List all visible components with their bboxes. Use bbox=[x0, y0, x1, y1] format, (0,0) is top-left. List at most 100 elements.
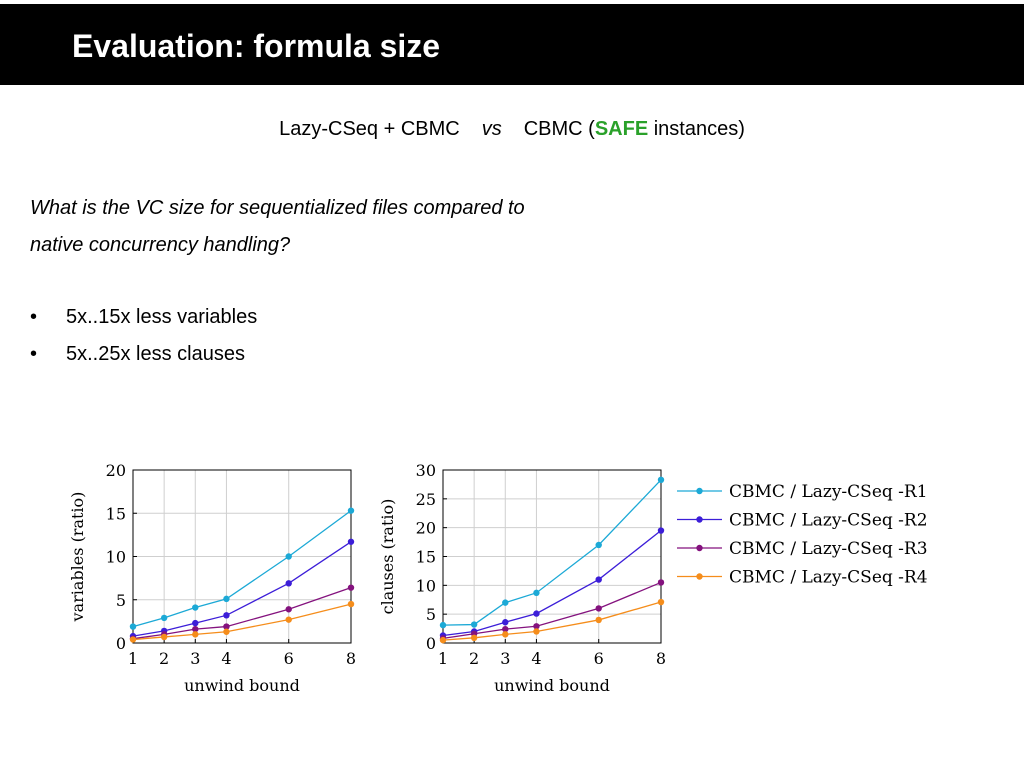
data-point bbox=[502, 625, 509, 633]
data-point bbox=[533, 623, 540, 630]
x-tick-label: 3 bbox=[500, 649, 510, 668]
data-point bbox=[595, 616, 602, 624]
data-point bbox=[595, 576, 602, 583]
data-point bbox=[223, 612, 230, 619]
data-point bbox=[223, 595, 230, 603]
y-tick-label: 15 bbox=[416, 548, 436, 567]
data-point bbox=[502, 631, 509, 638]
data-point bbox=[439, 621, 447, 629]
y-tick-label: 20 bbox=[416, 519, 436, 538]
data-point bbox=[470, 621, 478, 628]
data-point bbox=[657, 579, 665, 586]
data-point bbox=[192, 631, 199, 638]
data-point bbox=[347, 507, 355, 514]
x-axis-label: unwind bound bbox=[494, 676, 610, 695]
legend-marker bbox=[696, 573, 703, 580]
series-line-r4 bbox=[442, 601, 662, 641]
data-point bbox=[223, 623, 230, 630]
data-point bbox=[285, 606, 292, 613]
x-tick-label: 2 bbox=[159, 649, 169, 668]
data-point bbox=[533, 628, 540, 635]
x-tick-label: 1 bbox=[128, 649, 138, 668]
legend-marker bbox=[696, 516, 703, 523]
data-point bbox=[160, 614, 168, 622]
subtitle-part3: instances) bbox=[648, 118, 745, 140]
data-point bbox=[192, 625, 199, 633]
data-point bbox=[347, 538, 355, 545]
y-tick-label: 10 bbox=[416, 576, 436, 595]
legend-entry: CBMC / Lazy-CSeq -R4 bbox=[729, 568, 928, 588]
series-line-r2 bbox=[132, 541, 352, 637]
question-line-1: What is the VC size for sequentialized f… bbox=[30, 197, 525, 219]
y-axis-label: variables (ratio) bbox=[68, 492, 87, 623]
x-tick-label: 6 bbox=[594, 649, 604, 668]
y-tick-label: 0 bbox=[426, 634, 436, 653]
legend-marker bbox=[696, 487, 703, 495]
data-point bbox=[595, 541, 602, 549]
x-tick-label: 1 bbox=[438, 649, 448, 668]
legend-entry: CBMC / Lazy-CSeq -R2 bbox=[729, 511, 928, 531]
data-point bbox=[657, 476, 665, 484]
data-point bbox=[160, 633, 168, 641]
data-point bbox=[533, 589, 540, 597]
x-tick-label: 4 bbox=[221, 649, 231, 668]
x-axis-label: unwind bound bbox=[184, 676, 300, 695]
data-point bbox=[502, 599, 509, 606]
x-tick-label: 4 bbox=[531, 649, 541, 668]
bullet-item: 5x..15x less variables bbox=[30, 299, 257, 336]
subtitle-part1: Lazy-CSeq + CBMC bbox=[279, 118, 460, 140]
data-point bbox=[285, 616, 292, 623]
data-point bbox=[533, 610, 540, 617]
subtitle-part2: CBMC ( bbox=[523, 118, 595, 140]
question-line-2: native concurrency handling? bbox=[30, 234, 291, 256]
legend-entry: CBMC / Lazy-CSeq -R3 bbox=[729, 539, 928, 559]
data-point bbox=[502, 619, 509, 626]
series-line-r3 bbox=[442, 581, 662, 640]
question: What is the VC size for sequentialized f… bbox=[30, 190, 525, 264]
data-point bbox=[192, 619, 199, 627]
legend: CBMC / Lazy-CSeq -R1 CBMC / Lazy-CSeq -R2… bbox=[677, 482, 928, 588]
data-point bbox=[285, 553, 292, 560]
series-line-r2 bbox=[442, 530, 662, 637]
series-line-r4 bbox=[132, 603, 352, 641]
y-tick-label: 25 bbox=[416, 490, 436, 509]
data-point bbox=[657, 598, 665, 606]
data-point bbox=[223, 628, 230, 635]
x-tick-label: 3 bbox=[190, 649, 200, 668]
subtitle-safe: SAFE bbox=[594, 118, 649, 140]
data-point bbox=[347, 584, 355, 591]
data-point bbox=[657, 527, 665, 534]
x-tick-label: 8 bbox=[346, 649, 356, 668]
legend-marker bbox=[696, 544, 703, 552]
data-point bbox=[347, 600, 355, 608]
data-point bbox=[595, 605, 602, 612]
chart-2: 1 2 3 4 6 8 0 5 10 15 20 25 30 unwind bound clauses (r… bbox=[378, 461, 666, 695]
x-tick-label: 6 bbox=[284, 649, 294, 668]
y-tick-label: 0 bbox=[116, 634, 126, 653]
y-tick-label: 30 bbox=[416, 461, 436, 480]
x-tick-label: 8 bbox=[656, 649, 666, 668]
data-point bbox=[439, 636, 447, 644]
y-tick-label: 20 bbox=[106, 461, 126, 480]
series-line-r1 bbox=[442, 479, 662, 626]
bullet-item: 5x..25x less clauses bbox=[30, 336, 257, 373]
data-point bbox=[129, 623, 137, 630]
data-point bbox=[470, 634, 478, 642]
x-tick-label: 2 bbox=[469, 649, 479, 668]
y-tick-label: 5 bbox=[116, 591, 126, 610]
subtitle-vs: vs bbox=[481, 118, 502, 140]
bullet-list: 5x..15x less variables 5x..25x less clau… bbox=[30, 299, 257, 373]
series-line-r1 bbox=[132, 510, 352, 628]
data-point bbox=[192, 604, 199, 611]
chart-1: 1 2 3 4 6 8 0 5 10 15 20 unwind bound variables (rat… bbox=[68, 461, 356, 695]
y-tick-label: 15 bbox=[106, 504, 126, 523]
legend-entry: CBMC / Lazy-CSeq -R1 bbox=[729, 482, 928, 502]
y-tick-label: 5 bbox=[426, 605, 436, 624]
data-point bbox=[285, 580, 292, 587]
series-line-r3 bbox=[132, 587, 352, 640]
slide-title: Evaluation: formula size bbox=[72, 28, 441, 64]
y-axis-label: clauses (ratio) bbox=[378, 499, 397, 615]
y-tick-label: 10 bbox=[106, 548, 126, 567]
slide-subtitle: Lazy-CSeq + CBMC vs CBMC (SAFE instances) bbox=[0, 118, 1024, 141]
